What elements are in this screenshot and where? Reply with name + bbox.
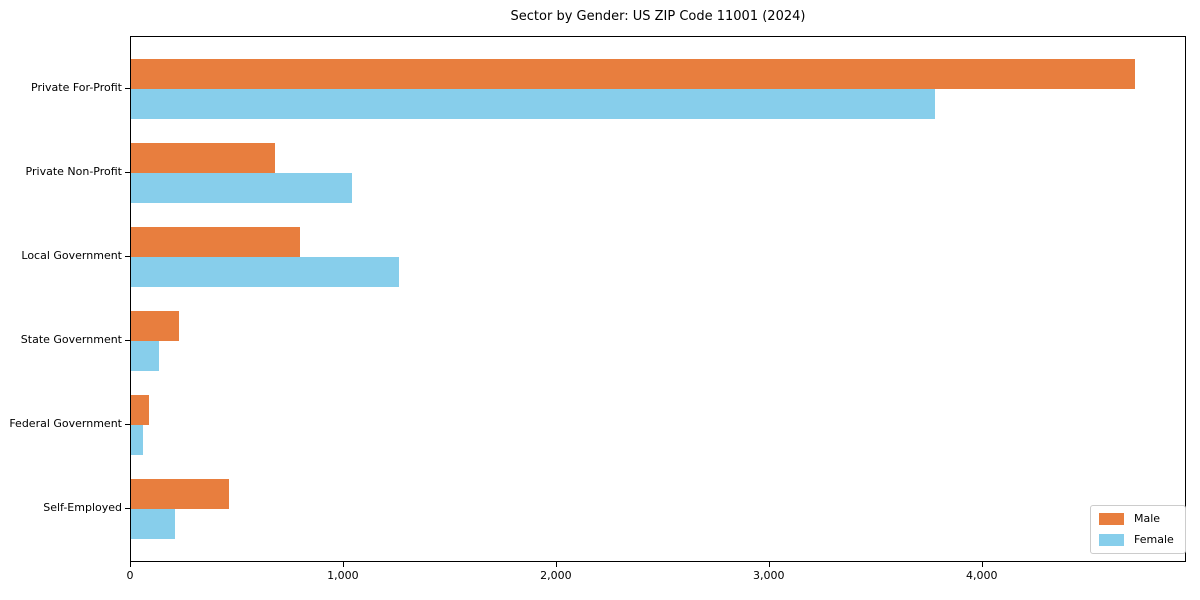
legend-item-male: Male (1099, 512, 1177, 526)
bar-male-private-non-profit (131, 143, 275, 173)
bar-male-state-government (131, 311, 179, 341)
y-tick-mark (125, 508, 130, 509)
chart-title: Sector by Gender: US ZIP Code 11001 (202… (510, 9, 806, 24)
x-tick-mark (342, 562, 344, 567)
legend-item-female: Female (1099, 533, 1177, 547)
male-series-swatch (1099, 513, 1124, 525)
bar-female-local-government (131, 257, 400, 287)
legend-label-male: Male (1134, 512, 1161, 525)
y-tick-mark (125, 256, 130, 257)
x-tick-mark (981, 562, 983, 567)
x-tick-label-4-000: 4,000 (965, 569, 998, 582)
y-tick-label-private-for-profit: Private For-Profit (31, 81, 122, 94)
bar-male-self-employed (131, 479, 229, 509)
x-tick-label-1-000: 1,000 (327, 569, 359, 582)
bar-male-federal-government (131, 395, 150, 425)
legend-label-female: Female (1134, 533, 1174, 546)
y-tick-mark (125, 172, 130, 173)
y-tick-label-state-government: State Government (20, 333, 122, 346)
x-tick-label-3-000: 3,000 (753, 569, 785, 582)
y-tick-mark (125, 424, 130, 425)
y-tick-label-private-non-profit: Private Non-Profit (25, 165, 122, 178)
x-tick-mark (768, 562, 770, 567)
y-tick-mark (125, 340, 130, 341)
legend: Male Female (1090, 505, 1186, 554)
bar-female-private-non-profit (131, 173, 353, 203)
x-tick-mark (555, 562, 557, 567)
y-tick-label-self-employed: Self-Employed (43, 501, 122, 514)
bar-female-state-government (131, 341, 159, 371)
y-tick-label-local-government: Local Government (21, 249, 122, 262)
bar-male-private-for-profit (131, 59, 1135, 89)
bar-male-local-government (131, 227, 301, 257)
x-tick-label-0: 0 (126, 569, 134, 582)
plot-area (130, 36, 1186, 562)
x-tick-label-2-000: 2,000 (540, 569, 572, 582)
bar-female-private-for-profit (131, 89, 935, 119)
x-tick-mark (130, 562, 131, 567)
y-tick-mark (125, 88, 130, 89)
bar-female-self-employed (131, 509, 175, 539)
female-series-swatch (1099, 534, 1124, 546)
bar-female-federal-government (131, 425, 143, 455)
y-tick-label-federal-government: Federal Government (9, 417, 122, 430)
